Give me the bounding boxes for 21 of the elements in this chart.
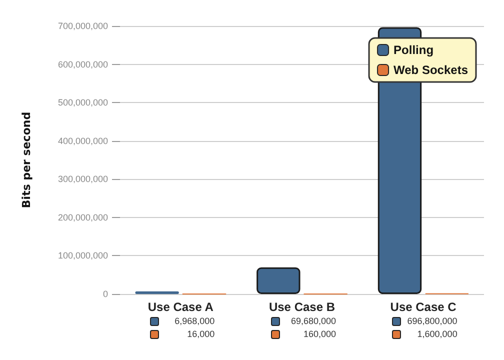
data-label: 69,680,000 <box>290 315 336 328</box>
legend-label: Polling <box>394 43 434 57</box>
data-label: 16,000 <box>186 328 215 341</box>
y-tick-label: 100,000,000 <box>58 250 108 261</box>
bar <box>256 267 300 294</box>
y-tick-label: 400,000,000 <box>58 136 108 146</box>
y-tick-label: 600,000,000 <box>58 59 108 70</box>
x-tick-label: Use Case C <box>389 300 458 315</box>
data-label: 6,968,000 <box>174 315 215 328</box>
data-label: 160,000 <box>302 328 336 341</box>
y-tick-label: 700,000,000 <box>58 21 108 31</box>
y-tick-label: 300,000,000 <box>58 174 108 184</box>
y-tick-label: 0 <box>102 289 108 299</box>
x-tick-label: Use Case A <box>146 300 214 315</box>
y-tick-label: 200,000,000 <box>58 212 108 222</box>
y-axis-title: Bits per second <box>20 112 33 208</box>
legend-label: Web Sockets <box>394 63 468 77</box>
x-tick-label: Use Case B <box>268 300 336 315</box>
y-tick-label: 500,000,000 <box>58 98 108 108</box>
data-label: 696,800,000 <box>406 315 458 328</box>
data-label: 1,600,000 <box>416 328 458 341</box>
